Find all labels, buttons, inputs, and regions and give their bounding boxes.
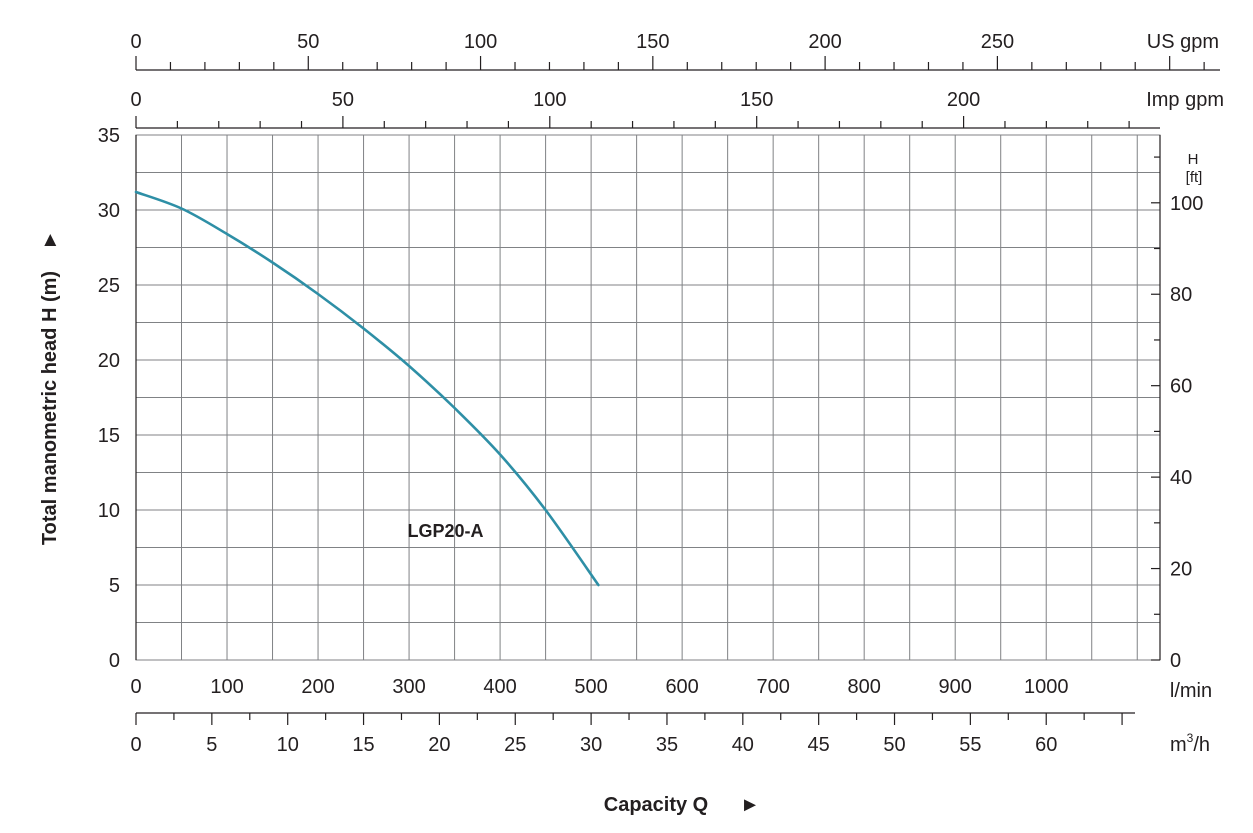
x-axis-arrow: ► (740, 794, 760, 816)
x-tick-label-usgpm: 250 (981, 31, 1014, 53)
x-tick-label-lmin: 500 (574, 676, 607, 698)
y-tick-label-right: 60 (1170, 376, 1192, 398)
y-tick-label-left: 20 (98, 350, 120, 372)
y-tick-label-right: 20 (1170, 559, 1192, 581)
x-tick-label-m3h: 5 (206, 734, 217, 756)
y-tick-label-left: 5 (109, 575, 120, 597)
y-tick-label-right: 80 (1170, 284, 1192, 306)
x-tick-label-impgpm: 200 (947, 89, 980, 111)
x-tick-label-usgpm: 50 (297, 31, 319, 53)
x-tick-label-impgpm: 150 (740, 89, 773, 111)
x-unit-m3h-sup: 3 (1187, 731, 1194, 745)
x-tick-label-m3h: 60 (1035, 734, 1057, 756)
x-tick-label-m3h: 30 (580, 734, 602, 756)
y-tick-label-right: 40 (1170, 467, 1192, 489)
x-tick-label-impgpm: 100 (533, 89, 566, 111)
y-tick-label-left: 35 (98, 125, 120, 147)
y-axis-title: Total manometric head H (m) (39, 271, 61, 545)
x-tick-label-usgpm: 150 (636, 31, 669, 53)
x-tick-label-usgpm: 0 (130, 31, 141, 53)
y-tick-label-left: 30 (98, 200, 120, 222)
y-axis-arrow: ► (39, 230, 61, 250)
x-tick-label-lmin: 700 (756, 676, 789, 698)
grid (135, 134, 1161, 661)
series-label: LGP20-A (407, 521, 483, 541)
y-right-unit-line1: H (1188, 151, 1199, 168)
x-tick-label-m3h: 25 (504, 734, 526, 756)
x-tick-label-m3h: 45 (808, 734, 830, 756)
x-tick-label-m3h: 40 (732, 734, 754, 756)
series-line-lgp20-a (134, 190, 600, 587)
x-tick-label-lmin: 200 (301, 676, 334, 698)
x-unit-m3h: m3/h (1170, 731, 1210, 756)
x-unit-impgpm: Imp gpm (1146, 89, 1224, 111)
x-unit-m3h-tail: /h (1193, 734, 1210, 756)
x-tick-label-lmin: 400 (483, 676, 516, 698)
y-right-unit-line2: [ft] (1186, 169, 1203, 186)
y-tick-label-left: 0 (109, 650, 120, 672)
y-tick-label-left: 15 (98, 425, 120, 447)
x-tick-label-m3h: 10 (277, 734, 299, 756)
x-tick-label-impgpm: 0 (130, 89, 141, 111)
x-tick-label-usgpm: 100 (464, 31, 497, 53)
x-tick-label-usgpm: 200 (808, 31, 841, 53)
y-tick-label-left: 25 (98, 275, 120, 297)
y-tick-label-right: 0 (1170, 650, 1181, 672)
x-tick-label-lmin: 1000 (1024, 676, 1069, 698)
x-tick-label-impgpm: 50 (332, 89, 354, 111)
x-tick-label-m3h: 35 (656, 734, 678, 756)
x-tick-label-m3h: 0 (130, 734, 141, 756)
y-tick-label-right: 100 (1170, 193, 1203, 215)
x-tick-label-lmin: 800 (847, 676, 880, 698)
x-unit-lmin: l/min (1170, 680, 1212, 702)
axes (135, 56, 1220, 725)
x-tick-label-m3h: 50 (883, 734, 905, 756)
x-axis-title: Capacity Q (604, 794, 708, 816)
y-tick-label-left: 10 (98, 500, 120, 522)
x-unit-m3h-base: m (1170, 734, 1187, 756)
x-tick-label-lmin: 900 (939, 676, 972, 698)
x-tick-label-lmin: 300 (392, 676, 425, 698)
x-tick-label-lmin: 0 (130, 676, 141, 698)
x-unit-usgpm: US gpm (1147, 31, 1219, 53)
x-tick-label-m3h: 15 (352, 734, 374, 756)
x-tick-label-lmin: 600 (665, 676, 698, 698)
x-tick-label-lmin: 100 (210, 676, 243, 698)
x-tick-label-m3h: 55 (959, 734, 981, 756)
series (134, 190, 600, 587)
x-tick-label-m3h: 20 (428, 734, 450, 756)
